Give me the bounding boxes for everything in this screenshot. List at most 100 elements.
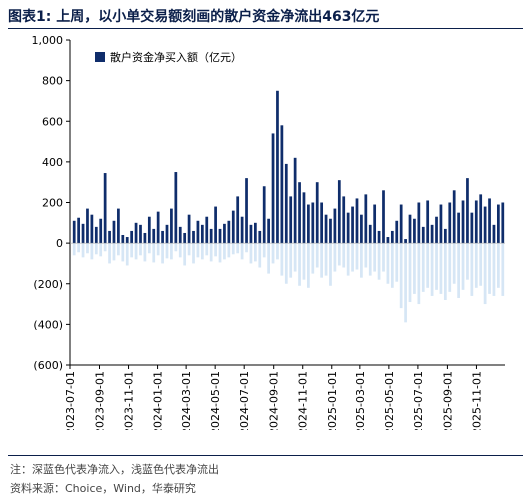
- inflow-bar: [355, 198, 359, 244]
- y-tick-label: 0: [56, 237, 63, 250]
- outflow-bar: [439, 243, 443, 294]
- outflow-bar: [390, 243, 394, 288]
- outflow-bar: [209, 243, 213, 262]
- x-tick-label: 2023-07-01: [64, 371, 77, 430]
- outflow-bar: [271, 243, 275, 264]
- inflow-bar: [178, 226, 182, 244]
- inflow-bar: [421, 226, 425, 244]
- outflow-bar: [276, 243, 279, 260]
- outflow-bar: [417, 243, 421, 305]
- inflow-bar: [108, 230, 111, 244]
- inflow-bar: [284, 163, 288, 244]
- inflow-bar: [342, 196, 346, 244]
- outflow-bar: [178, 243, 182, 258]
- outflow-bar: [81, 243, 85, 258]
- inflow-bar: [130, 230, 134, 244]
- outflow-bar: [337, 243, 341, 266]
- inflow-bar: [72, 220, 76, 244]
- inflow-bar: [187, 214, 191, 244]
- outflow-bar: [329, 243, 332, 286]
- inflow-bar: [346, 212, 350, 244]
- chart-source: 资料来源：Choice，Wind，华泰研究: [10, 482, 196, 495]
- inflow-bar: [382, 190, 385, 244]
- outflow-bar: [139, 243, 142, 256]
- inflow-bar: [227, 220, 231, 244]
- footer-divider: [8, 455, 523, 456]
- outflow-bar: [165, 243, 169, 259]
- outflow-bar: [147, 243, 151, 254]
- outflow-bar: [130, 243, 134, 258]
- inflow-bar: [395, 220, 399, 244]
- inflow-bar: [267, 218, 270, 244]
- inflow-bar: [324, 214, 328, 244]
- outflow-bar: [302, 243, 306, 280]
- outflow-bar: [501, 243, 505, 296]
- y-tick-label: (600): [33, 359, 63, 372]
- outflow-bar: [483, 243, 487, 305]
- inflow-bar: [196, 220, 200, 244]
- inflow-bar: [315, 182, 319, 244]
- y-tick-label: 600: [42, 115, 63, 128]
- outflow-bar: [364, 243, 368, 268]
- inflow-bar: [360, 214, 363, 244]
- x-tick-label: 2025-05-01: [383, 371, 396, 430]
- outflow-bar: [346, 243, 350, 276]
- inflow-bar: [90, 214, 94, 244]
- inflow-bar: [258, 230, 262, 244]
- outflow-bar: [94, 243, 98, 255]
- inflow-bar: [99, 218, 103, 244]
- outflow-bar: [315, 243, 319, 268]
- legend-label: 散户资金净买入额（亿元）: [110, 50, 242, 64]
- outflow-bar: [474, 243, 478, 288]
- inflow-bar: [293, 157, 297, 244]
- outflow-bar: [112, 243, 116, 261]
- inflow-bars: [72, 90, 505, 244]
- outflow-bar: [311, 243, 315, 274]
- outflow-bar: [395, 243, 399, 282]
- inflow-bar: [364, 194, 368, 244]
- inflow-bar: [192, 230, 195, 244]
- outflow-bar: [413, 243, 416, 294]
- x-tick-label: 2024-01-01: [152, 371, 165, 430]
- x-tick-label: 2024-11-01: [297, 371, 310, 430]
- outflow-bar: [108, 243, 111, 264]
- outflow-bar: [404, 243, 407, 323]
- inflow-bar: [289, 196, 293, 244]
- inflow-bar: [457, 212, 460, 244]
- inflow-bar: [183, 232, 187, 244]
- inflow-bar: [307, 204, 310, 244]
- inflow-bar: [249, 224, 253, 244]
- inflow-bar: [426, 200, 430, 244]
- inflow-bar: [125, 237, 129, 244]
- outflow-bar: [457, 243, 460, 298]
- inflow-bar: [448, 202, 452, 244]
- inflow-bar: [112, 220, 116, 244]
- inflow-bar: [443, 228, 447, 244]
- legend-swatch: [95, 52, 105, 62]
- outflow-bar: [430, 243, 434, 296]
- x-tick-label: 2024-09-01: [268, 371, 281, 430]
- outflow-bar: [284, 243, 288, 284]
- outflow-bar: [152, 243, 156, 263]
- outflow-bar: [320, 243, 324, 278]
- y-tick-label: 200: [42, 197, 63, 210]
- outflow-bar: [368, 243, 372, 276]
- inflow-bar: [302, 192, 306, 244]
- inflow-bar: [368, 224, 372, 244]
- inflow-bar: [205, 216, 209, 244]
- outflow-bar: [161, 243, 164, 264]
- outflow-bar: [187, 243, 191, 256]
- outflow-bar: [452, 243, 456, 284]
- outflow-bar: [143, 243, 147, 262]
- outflow-bar: [373, 243, 377, 272]
- outflow-bar: [470, 243, 474, 296]
- outflow-bar: [435, 243, 438, 290]
- inflow-bar: [488, 198, 491, 244]
- inflow-bar: [143, 232, 147, 244]
- inflow-bar: [333, 208, 337, 244]
- figure-title: 图表1: 上周，以小单交易额刻画的散户资金净流出463亿元: [8, 9, 380, 25]
- legend: 散户资金净买入额（亿元）: [95, 50, 242, 64]
- outflow-bar: [200, 243, 204, 260]
- outflow-bar: [134, 243, 138, 260]
- inflow-bar: [262, 186, 266, 244]
